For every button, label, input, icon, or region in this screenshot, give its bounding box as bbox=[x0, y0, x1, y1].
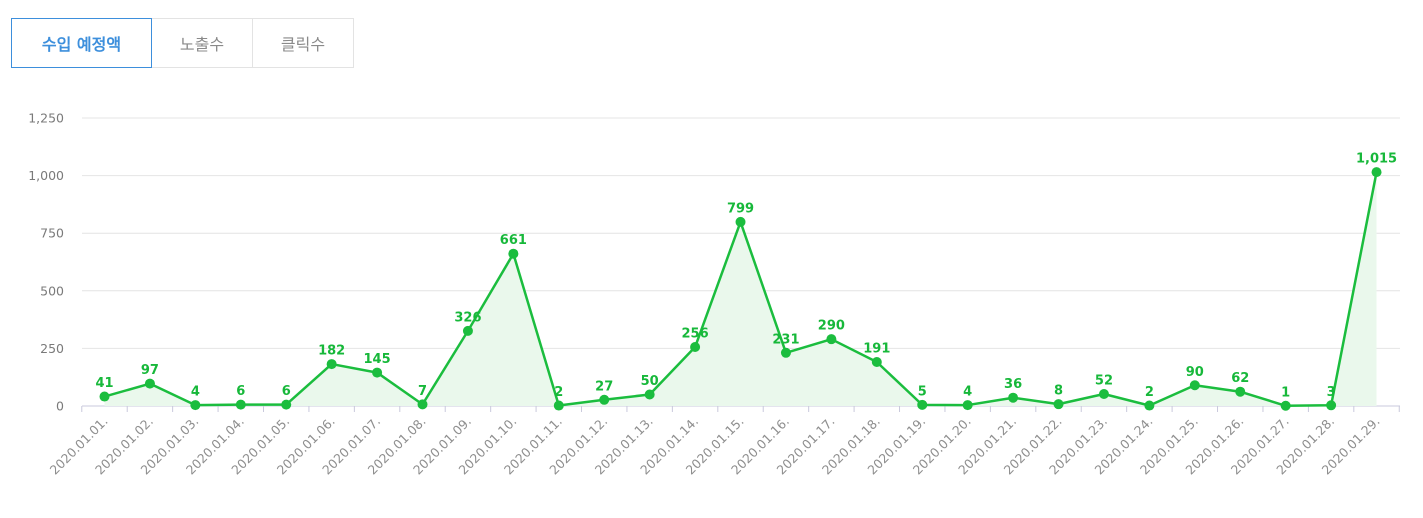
data-point bbox=[553, 400, 564, 411]
data-point bbox=[871, 356, 882, 367]
data-label: 97 bbox=[141, 363, 159, 378]
data-label: 8 bbox=[1054, 384, 1063, 399]
data-point bbox=[462, 325, 473, 336]
data-label: 290 bbox=[818, 319, 845, 334]
data-label: 191 bbox=[863, 341, 890, 356]
data-point bbox=[508, 248, 519, 259]
data-point bbox=[1326, 400, 1337, 411]
data-label: 52 bbox=[1095, 374, 1113, 389]
data-point bbox=[735, 216, 746, 227]
data-point bbox=[826, 334, 837, 345]
data-point bbox=[281, 399, 292, 410]
data-point bbox=[962, 400, 973, 411]
data-point bbox=[599, 394, 610, 405]
data-label: 4 bbox=[963, 385, 972, 400]
data-label: 27 bbox=[595, 379, 613, 394]
data-point bbox=[1098, 389, 1109, 400]
data-label: 2 bbox=[1145, 385, 1154, 400]
data-label: 326 bbox=[454, 310, 481, 325]
metric-tabs: 수입 예정액 노출수 클릭수 bbox=[11, 18, 354, 68]
y-tick-label: 750 bbox=[40, 226, 64, 241]
data-point bbox=[1280, 400, 1291, 411]
data-point bbox=[644, 389, 655, 400]
data-label: 5 bbox=[918, 384, 927, 399]
data-label: 3 bbox=[1327, 385, 1336, 400]
data-label: 256 bbox=[682, 327, 709, 342]
data-label: 6 bbox=[236, 384, 245, 399]
data-label: 4 bbox=[191, 385, 200, 400]
data-label: 182 bbox=[318, 344, 345, 359]
y-tick-label: 500 bbox=[40, 283, 64, 298]
data-label: 62 bbox=[1231, 371, 1249, 386]
data-point bbox=[144, 378, 155, 389]
y-tick-label: 0 bbox=[56, 399, 64, 414]
data-point bbox=[1235, 386, 1246, 397]
data-point bbox=[690, 342, 701, 353]
data-point bbox=[1371, 167, 1382, 178]
data-point bbox=[417, 399, 428, 410]
data-label: 41 bbox=[95, 376, 113, 391]
data-point bbox=[1189, 380, 1200, 391]
data-point bbox=[235, 399, 246, 410]
data-label: 231 bbox=[772, 332, 799, 347]
data-point bbox=[326, 359, 337, 370]
data-point bbox=[917, 399, 928, 410]
data-label: 50 bbox=[641, 374, 659, 389]
data-label: 661 bbox=[500, 233, 527, 248]
data-label: 145 bbox=[364, 352, 391, 367]
data-label: 799 bbox=[727, 201, 754, 216]
data-label: 2 bbox=[554, 385, 563, 400]
data-label: 36 bbox=[1004, 377, 1022, 392]
data-point bbox=[780, 347, 791, 358]
tab-clicks[interactable]: 클릭수 bbox=[252, 18, 354, 68]
data-label: 7 bbox=[418, 384, 427, 399]
data-point bbox=[1053, 399, 1064, 410]
data-point bbox=[1144, 400, 1155, 411]
data-point bbox=[190, 400, 201, 411]
data-point bbox=[1008, 392, 1019, 403]
y-tick-label: 1,250 bbox=[28, 111, 64, 126]
data-label: 90 bbox=[1186, 365, 1204, 380]
y-tick-label: 250 bbox=[40, 341, 64, 356]
data-label: 1,015 bbox=[1356, 152, 1397, 167]
data-point bbox=[372, 367, 383, 378]
data-point bbox=[99, 391, 110, 402]
series-area bbox=[104, 172, 1377, 406]
y-tick-label: 1,000 bbox=[28, 168, 64, 183]
data-label: 6 bbox=[282, 384, 291, 399]
tab-expected-revenue[interactable]: 수입 예정액 bbox=[11, 18, 152, 68]
data-label: 1 bbox=[1281, 385, 1290, 400]
